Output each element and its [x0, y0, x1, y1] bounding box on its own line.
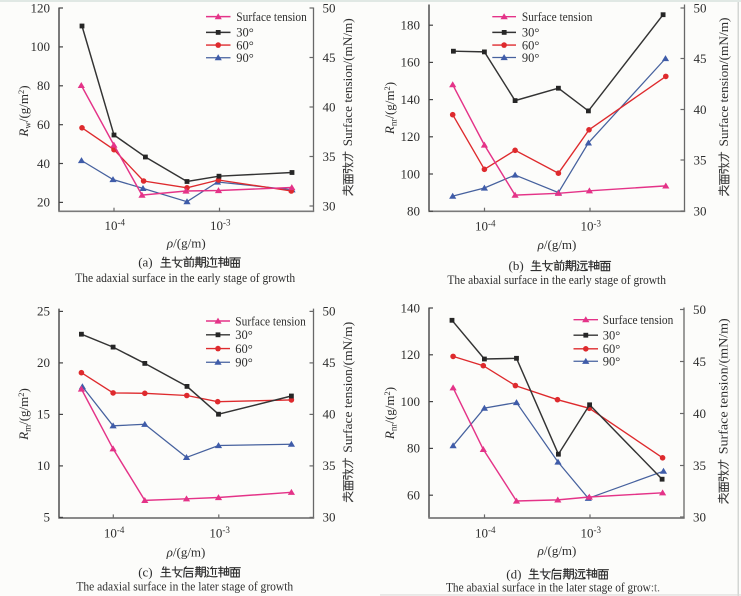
svg-text:40: 40: [37, 156, 50, 171]
svg-text:180: 180: [401, 18, 421, 33]
svg-text:45: 45: [323, 50, 336, 65]
svg-text:30: 30: [693, 509, 706, 524]
svg-text:30°: 30°: [235, 328, 253, 342]
svg-text:Surface tension: Surface tension: [236, 10, 307, 24]
svg-text:45: 45: [694, 51, 707, 66]
svg-text:90°: 90°: [522, 51, 540, 65]
svg-text:30: 30: [694, 203, 707, 218]
svg-text:Surface tension: Surface tension: [235, 314, 306, 328]
svg-text:40: 40: [693, 406, 706, 421]
svg-text:80: 80: [407, 204, 420, 219]
svg-text:40: 40: [323, 407, 336, 422]
svg-text:30: 30: [323, 198, 336, 213]
svg-text:100: 100: [31, 39, 51, 54]
svg-text:ρ/(g/m): ρ/(g/m): [537, 237, 577, 252]
svg-text:Surface tension/(mN/m): Surface tension/(mN/m): [717, 18, 731, 147]
svg-text:50: 50: [693, 302, 706, 317]
svg-text:35: 35: [693, 458, 706, 473]
svg-text:140: 140: [401, 300, 421, 315]
svg-text:50: 50: [323, 0, 336, 15]
svg-text:30°: 30°: [236, 26, 254, 40]
svg-text:120: 120: [401, 347, 421, 362]
svg-text:160: 160: [401, 55, 421, 70]
svg-text:Surface tension/(mN/m): Surface tension/(mN/m): [341, 18, 355, 146]
svg-text:40: 40: [323, 99, 336, 114]
svg-text:20: 20: [37, 355, 50, 370]
svg-text:30°: 30°: [603, 329, 621, 343]
svg-text:30: 30: [323, 510, 336, 525]
svg-text:60: 60: [37, 117, 50, 132]
svg-text:20: 20: [37, 195, 50, 210]
svg-text:60°: 60°: [522, 38, 540, 52]
svg-text:45: 45: [693, 354, 706, 369]
svg-text:60: 60: [407, 488, 420, 503]
svg-text:15: 15: [37, 407, 50, 422]
svg-text:80: 80: [37, 78, 50, 93]
svg-text:45: 45: [323, 355, 336, 370]
svg-text:(c): (c): [138, 564, 152, 579]
svg-text:(d): (d): [506, 566, 521, 581]
svg-text:Surface tension/(mN/m): Surface tension/(mN/m): [341, 322, 355, 453]
svg-text:The abaxial surface in the lat: The abaxial surface in the later stage o…: [446, 580, 660, 595]
svg-text:Surface tension: Surface tension: [522, 10, 593, 24]
svg-text:30°: 30°: [522, 26, 540, 40]
svg-text:Surface tension/(mN/m): Surface tension/(mN/m): [717, 318, 731, 454]
svg-text:50: 50: [323, 304, 336, 319]
svg-text:25: 25: [37, 304, 50, 319]
svg-text:10: 10: [37, 458, 50, 473]
svg-text:35: 35: [323, 149, 336, 164]
svg-text:60°: 60°: [235, 342, 253, 356]
svg-text:100: 100: [401, 394, 421, 409]
svg-text:60°: 60°: [603, 342, 621, 356]
svg-text:(b): (b): [509, 258, 524, 273]
svg-text:90°: 90°: [235, 356, 253, 370]
svg-text:90°: 90°: [236, 51, 254, 65]
svg-text:ρ/(g/m): ρ/(g/m): [537, 543, 577, 558]
svg-text:60°: 60°: [236, 38, 254, 52]
svg-text:120: 120: [401, 129, 421, 144]
svg-text:Rnr/(g/m2): Rnr/(g/m2): [382, 387, 399, 440]
svg-text:(a): (a): [138, 255, 152, 270]
svg-text:100: 100: [401, 166, 421, 181]
svg-text:35: 35: [323, 458, 336, 473]
svg-text:Rm/(g/m2): Rm/(g/m2): [16, 388, 33, 441]
svg-text:35: 35: [694, 152, 707, 167]
svg-text:The adaxial surface in the ear: The adaxial surface in the early stage o…: [75, 270, 295, 285]
svg-text:Rw/(g/m2): Rw/(g/m2): [16, 85, 33, 137]
svg-text:Surface tension: Surface tension: [603, 313, 674, 327]
svg-text:5: 5: [44, 510, 51, 525]
svg-text:Rnr/(g/m2): Rnr/(g/m2): [382, 82, 399, 135]
svg-text:40: 40: [694, 102, 707, 117]
svg-text:50: 50: [694, 0, 707, 15]
svg-text:The adaxial surface in the lat: The adaxial surface in the later stage o…: [76, 579, 293, 594]
svg-text:90°: 90°: [603, 355, 621, 369]
svg-text:The abaxial surface in the ear: The abaxial surface in the early stage o…: [447, 272, 666, 287]
svg-text:ρ/(g/m): ρ/(g/m): [166, 236, 206, 251]
svg-text:120: 120: [31, 0, 51, 15]
svg-text:80: 80: [407, 441, 420, 456]
svg-text:140: 140: [401, 92, 421, 107]
svg-text:ρ/(g/m): ρ/(g/m): [166, 545, 206, 560]
